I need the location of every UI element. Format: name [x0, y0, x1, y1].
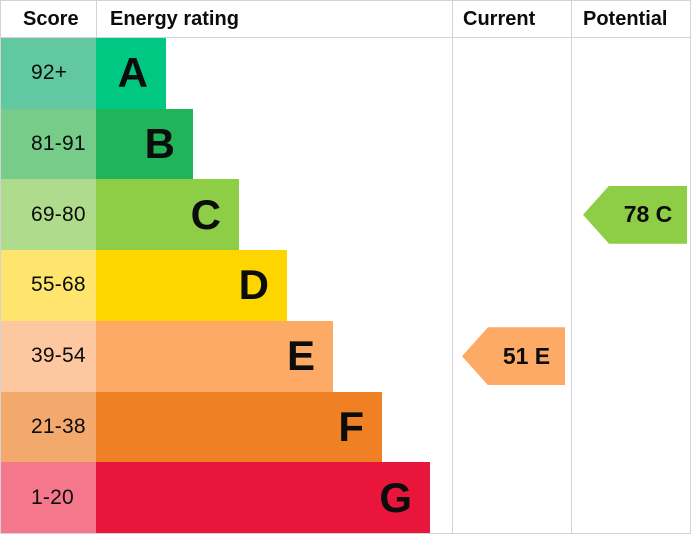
potential-cell-f [571, 391, 690, 463]
current-cell-b [452, 108, 571, 180]
potential-column-header: Potential [571, 1, 690, 38]
current-rating-arrow: 51 E [462, 327, 565, 386]
band-letter-a: A [117, 49, 148, 97]
band-bar-f: F [96, 391, 382, 463]
band-letter-f: F [338, 402, 364, 450]
score-cell-b: 81-91 [1, 108, 96, 180]
score-cell-c: 69-80 [1, 179, 96, 251]
current-cell-e: 51 E [452, 320, 571, 392]
energy-rating-cell-d: D [96, 250, 452, 321]
band-bar-a: A [96, 38, 166, 109]
potential-cell-a [571, 38, 690, 109]
potential-rating-label: 78 C [623, 201, 673, 228]
score-cell-f: 21-38 [1, 391, 96, 463]
band-letter-g: G [379, 473, 412, 521]
potential-cell-d [571, 250, 690, 321]
potential-cell-g [571, 462, 690, 533]
band-bar-c: C [96, 179, 239, 251]
band-letter-c: C [190, 190, 221, 238]
band-bar-g: G [96, 462, 430, 533]
band-letter-e: E [286, 332, 315, 380]
score-cell-a: 92+ [1, 38, 96, 109]
energy-rating-cell-f: F [96, 391, 452, 463]
energy-rating-cell-g: G [96, 462, 452, 533]
score-cell-e: 39-54 [1, 320, 96, 392]
current-cell-g [452, 462, 571, 533]
band-bar-e: E [96, 320, 333, 392]
current-cell-c [452, 179, 571, 251]
current-cell-a [452, 38, 571, 109]
potential-cell-b [571, 108, 690, 180]
energy-rating-cell-a: A [96, 38, 452, 109]
current-column-header: Current [452, 1, 571, 38]
current-rating-label: 51 E [502, 342, 551, 369]
score-cell-g: 1-20 [1, 462, 96, 533]
energy-rating-column-header: Energy rating [96, 1, 452, 38]
current-cell-d [452, 250, 571, 321]
band-bar-d: D [96, 250, 287, 321]
current-cell-f [452, 391, 571, 463]
potential-cell-e [571, 320, 690, 392]
energy-rating-cell-c: C [96, 179, 452, 251]
band-letter-d: D [238, 261, 269, 309]
potential-cell-c: 78 C [571, 179, 690, 251]
band-bar-b: B [96, 108, 193, 180]
band-letter-b: B [144, 120, 175, 168]
potential-rating-arrow: 78 C [583, 185, 687, 244]
energy-rating-cell-b: B [96, 108, 452, 180]
score-column-header: Score [1, 1, 96, 38]
energy-rating-cell-e: E [96, 320, 452, 392]
score-cell-d: 55-68 [1, 250, 96, 321]
